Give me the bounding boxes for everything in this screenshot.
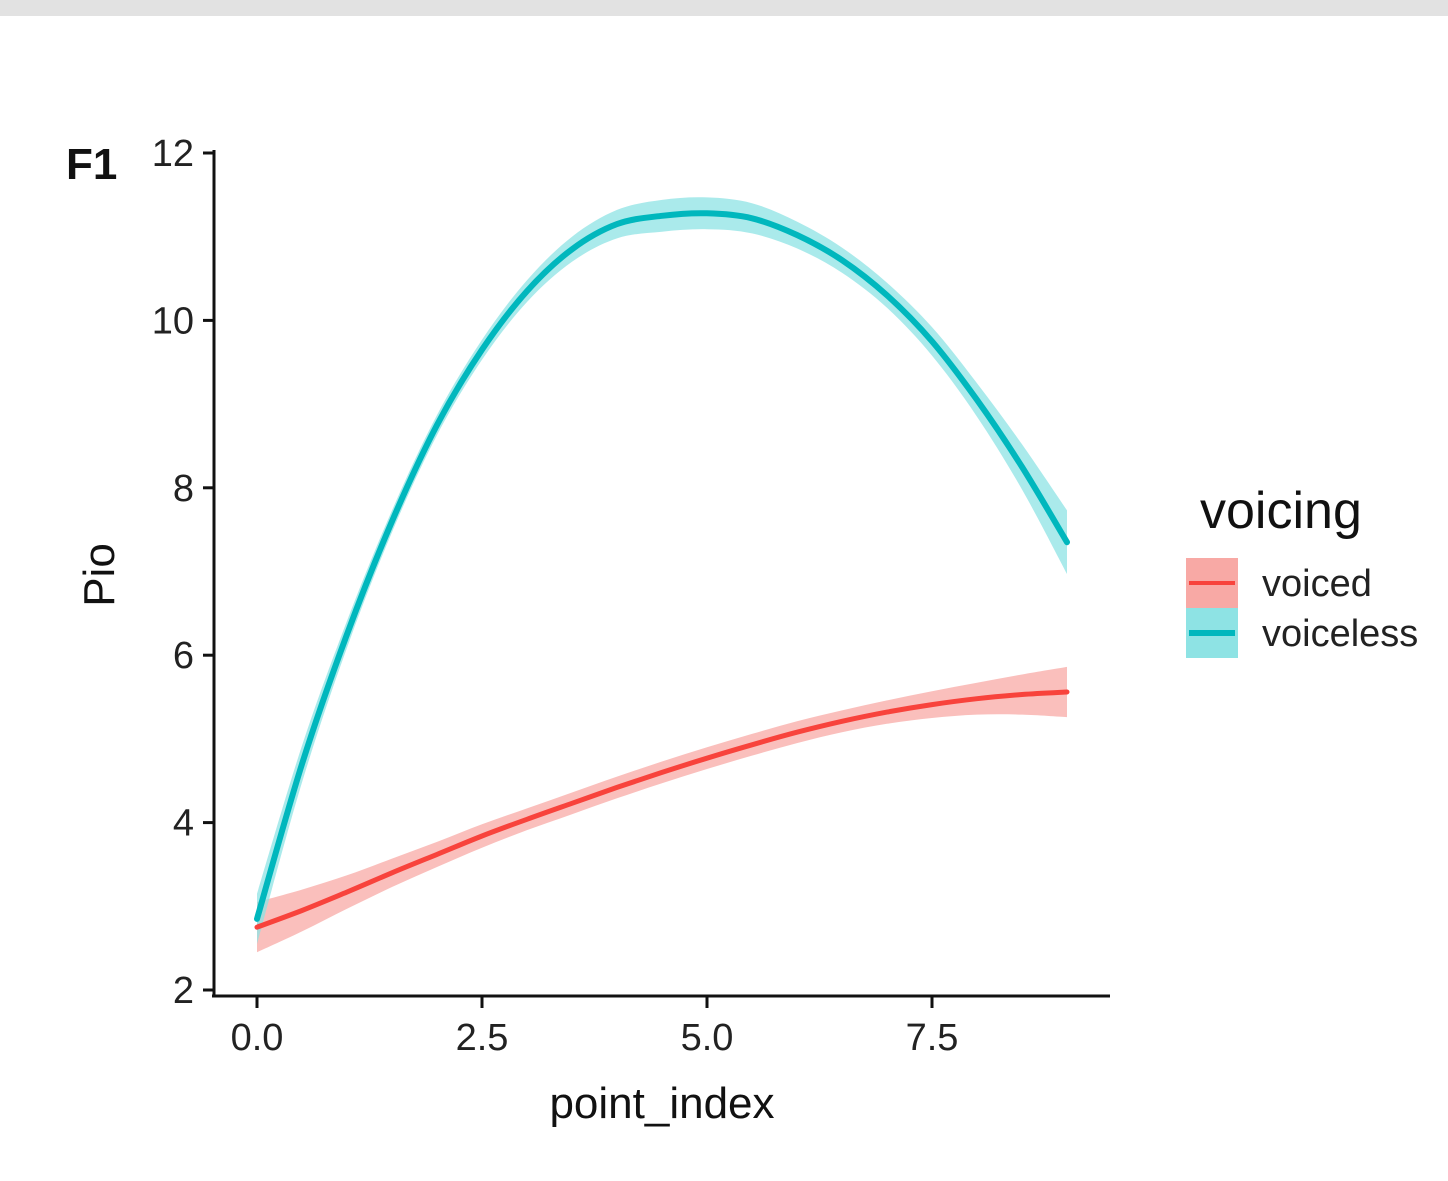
x-tick-label: 2.5	[456, 1017, 509, 1059]
y-tick-label: 6	[173, 635, 194, 677]
legend-label-voiceless: voiceless	[1262, 613, 1418, 655]
legend-label-voiced: voiced	[1262, 563, 1372, 605]
band-voiceless	[257, 197, 1067, 945]
legend-title: voicing	[1200, 482, 1362, 540]
legend: voicing voiced voiceless	[1186, 482, 1418, 658]
y-ticks: 2 4 6 8 10 12	[152, 133, 214, 1012]
band-voiced	[257, 666, 1067, 953]
panel-label: F1	[66, 140, 118, 189]
y-tick-label: 2	[173, 970, 194, 1012]
y-axis-title: Pio	[75, 543, 124, 607]
x-tick-label: 0.0	[231, 1017, 284, 1059]
y-tick-label: 8	[173, 468, 194, 510]
confidence-bands	[257, 197, 1067, 953]
y-tick-label: 10	[152, 300, 194, 342]
x-tick-label: 5.0	[681, 1017, 734, 1059]
x-axis-title: point_index	[549, 1079, 774, 1128]
series-lines	[254, 210, 1070, 930]
y-tick-label: 12	[152, 133, 194, 175]
line-voiceless	[254, 210, 1070, 922]
x-ticks: 0.0 2.5 5.0 7.5	[231, 996, 959, 1059]
top-strip	[0, 0, 1448, 16]
line-voiced	[254, 689, 1070, 930]
y-tick-label: 4	[173, 803, 194, 845]
x-tick-label: 7.5	[906, 1017, 959, 1059]
